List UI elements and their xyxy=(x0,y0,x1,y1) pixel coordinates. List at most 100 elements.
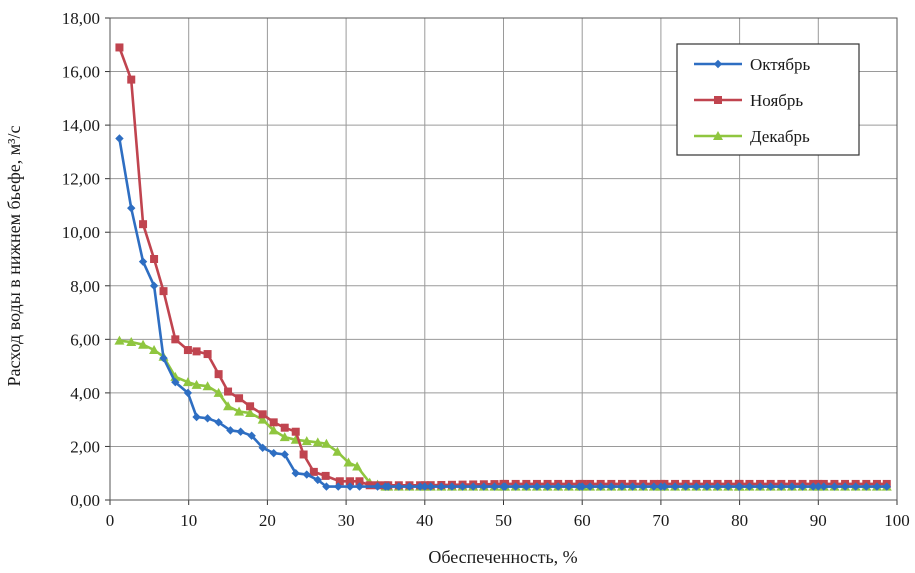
legend-label: Декабрь xyxy=(750,127,810,146)
data-point xyxy=(138,339,149,349)
data-point xyxy=(235,394,244,403)
data-point xyxy=(345,482,355,491)
tail-marker xyxy=(692,482,701,491)
data-point xyxy=(115,43,124,52)
y-tick-label: 10,00 xyxy=(62,223,100,242)
y-tick-label: 2,00 xyxy=(70,437,100,456)
data-point xyxy=(159,353,168,363)
data-point xyxy=(258,410,267,419)
tail-marker xyxy=(723,482,733,491)
series-1 xyxy=(115,134,891,491)
data-point xyxy=(280,423,289,432)
data-point xyxy=(309,467,318,476)
tail-marker xyxy=(734,482,744,491)
y-axis-title: Расход воды в нижнем бьефе, м³/с xyxy=(4,125,24,386)
data-point xyxy=(299,450,308,459)
data-point xyxy=(258,443,267,452)
data-point xyxy=(203,414,212,423)
data-point xyxy=(224,387,233,396)
y-tick-label: 8,00 xyxy=(70,277,100,296)
legend-label: Ноябрь xyxy=(750,91,803,110)
tail-marker xyxy=(511,482,520,491)
legend-swatch-marker xyxy=(713,131,723,140)
data-point xyxy=(191,379,202,389)
data-point xyxy=(192,412,201,422)
y-tick-label: 0,00 xyxy=(70,491,100,510)
data-point xyxy=(114,335,125,345)
tail-marker xyxy=(394,482,404,491)
tail-marker xyxy=(522,482,531,491)
tail-marker xyxy=(437,482,446,491)
series-layer xyxy=(114,43,892,491)
y-tick-label: 12,00 xyxy=(62,170,100,189)
data-point xyxy=(214,418,223,427)
data-point xyxy=(126,337,137,347)
x-axis-tick-labels: 0 10 20 30 40 50 60 70 80 90 100 xyxy=(106,500,910,530)
x-tick-label: 80 xyxy=(731,511,748,530)
tail-marker xyxy=(830,482,839,491)
data-point xyxy=(247,431,256,440)
y-tick-label: 16,00 xyxy=(62,63,100,82)
y-tick-label: 4,00 xyxy=(70,384,100,403)
data-point xyxy=(279,432,290,442)
tail-marker xyxy=(649,482,659,491)
tail-marker xyxy=(798,482,807,491)
data-point xyxy=(149,345,160,355)
tail-marker xyxy=(872,482,882,491)
data-point xyxy=(313,475,322,485)
x-tick-label: 100 xyxy=(884,511,910,530)
data-point xyxy=(149,281,159,290)
tail-marker xyxy=(447,482,457,491)
x-tick-label: 20 xyxy=(259,511,276,530)
tail-marker xyxy=(415,482,425,491)
data-point xyxy=(269,418,278,427)
data-point xyxy=(245,407,256,417)
tail-marker xyxy=(575,482,584,491)
tail-marker xyxy=(745,482,754,491)
data-point xyxy=(269,448,278,458)
data-point xyxy=(335,477,344,486)
x-tick-label: 50 xyxy=(495,511,512,530)
x-tick-label: 90 xyxy=(810,511,827,530)
data-point xyxy=(280,450,289,459)
data-point xyxy=(171,335,180,344)
legend-swatch-marker xyxy=(713,59,723,69)
data-point xyxy=(192,347,201,356)
tail-marker xyxy=(500,482,510,491)
x-tick-label: 0 xyxy=(106,511,115,530)
tail-marker xyxy=(405,482,414,491)
tail-marker xyxy=(681,482,690,491)
x-tick-label: 40 xyxy=(416,511,433,530)
y-tick-label: 18,00 xyxy=(62,9,100,28)
tail-marker xyxy=(628,482,637,491)
legend-item: Ноябрь xyxy=(694,91,803,110)
data-point xyxy=(214,370,223,379)
legend-item: Декабрь xyxy=(694,127,810,146)
data-point xyxy=(882,482,891,491)
data-point xyxy=(246,402,255,411)
data-point xyxy=(321,438,332,448)
data-point xyxy=(355,482,364,491)
tail-marker xyxy=(840,482,850,491)
tail-marker xyxy=(617,482,627,491)
x-tick-label: 60 xyxy=(574,511,591,530)
data-point xyxy=(346,477,355,486)
data-point xyxy=(343,457,354,467)
y-axis-tick-labels: 0,00 2,00 4,00 6,00 8,00 10,00 12,00 14,00 16,00… xyxy=(62,9,110,510)
tail-marker xyxy=(766,482,775,491)
x-axis-title: Обеспеченность, % xyxy=(428,547,577,567)
data-point xyxy=(236,427,245,436)
data-point xyxy=(257,414,268,424)
tail-marker xyxy=(713,482,722,491)
data-point xyxy=(312,437,323,447)
tail-marker xyxy=(819,482,829,491)
tail-marker xyxy=(543,482,552,491)
data-point xyxy=(203,350,212,359)
data-point xyxy=(321,471,330,480)
data-point xyxy=(127,203,136,213)
data-point xyxy=(334,482,343,491)
data-point xyxy=(213,387,224,397)
tail-marker xyxy=(660,482,669,491)
data-point xyxy=(202,381,213,391)
data-point xyxy=(138,257,148,266)
